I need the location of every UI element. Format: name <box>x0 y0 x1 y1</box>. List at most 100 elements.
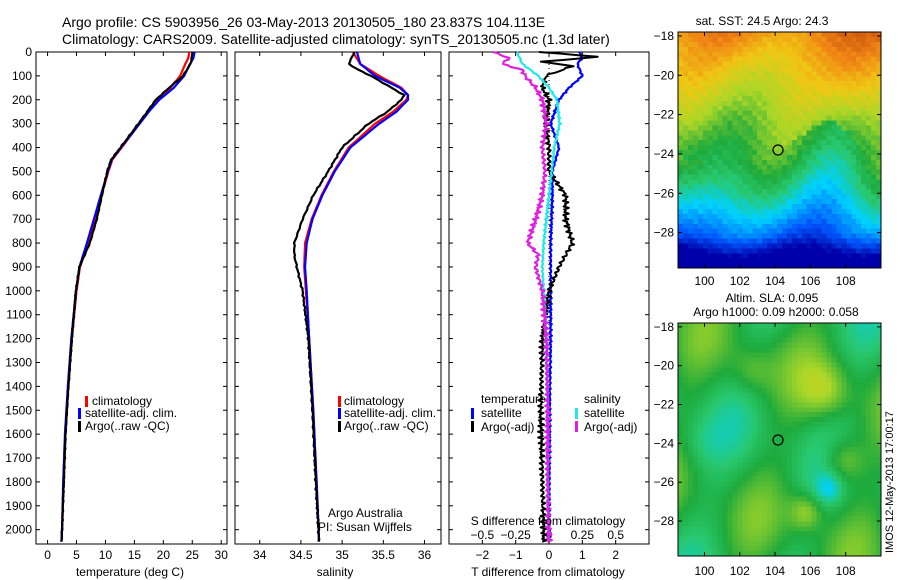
salinity-legend: climatology satellite-adj. clim. Argo(..… <box>338 394 436 433</box>
pressure-tick-label: 100 <box>12 69 32 83</box>
salinity-xlabel: salinity <box>317 565 354 579</box>
legend-title-temperature: temperature <box>481 392 546 406</box>
pi-label: PI: Susan Wijffels <box>318 520 412 534</box>
legend-label-argo: Argo(..raw -QC) <box>85 419 170 433</box>
sla-lat-label: −24 <box>654 436 675 450</box>
legend-swatch-t-argo <box>471 421 474 432</box>
sla-lat-label: −28 <box>654 514 675 528</box>
difference-s-tick-label: −0.25 <box>500 528 531 542</box>
salinity-line-satellite-adj-clim- <box>303 51 410 542</box>
difference-legend-temperature: temperature satellite Argo(-adj) <box>471 392 546 434</box>
legend-label-climatology: climatology <box>92 394 152 408</box>
sla-lat-label: −18 <box>654 320 675 334</box>
legend-label-t-satellite: satellite <box>481 406 522 420</box>
legend-label-argo: Argo(..raw -QC) <box>344 419 429 433</box>
sst-heatmap <box>678 32 881 268</box>
pressure-tick-label: 1700 <box>5 451 32 465</box>
salinity-axes-box <box>234 51 442 545</box>
difference-t-xtick-label: 0 <box>546 548 553 562</box>
sla-profile-marker <box>772 434 784 446</box>
pressure-tick-label: 0 <box>25 45 32 59</box>
difference-line-s-argo-adj- <box>492 50 553 543</box>
temperature-line-climatology <box>60 51 191 542</box>
temperature-xtick-label: 25 <box>186 548 200 562</box>
pressure-tick-label: 200 <box>12 93 32 107</box>
temperature-xtick-label: 10 <box>99 548 113 562</box>
difference-t-xtick-label: 1 <box>579 548 586 562</box>
temperature-xtick-label: 30 <box>215 548 229 562</box>
salinity-panel: 34 34.5 35 35.5 36 salinity climatology sate… <box>234 51 442 579</box>
sst-lat-label: −26 <box>654 186 675 200</box>
temperature-xtick-label: 0 <box>44 548 51 562</box>
legend-label-satellite: satellite-adj. clim. <box>344 406 436 420</box>
pressure-tick-label: 500 <box>12 164 32 178</box>
sla-map-panel: Altim. SLA: 0.095 Argo h1000: 0.09 h2000… <box>654 291 882 578</box>
pressure-tick-label: 300 <box>12 117 32 131</box>
pressure-tick-label: 1600 <box>5 427 32 441</box>
pressure-tick-label: 1400 <box>5 379 32 393</box>
legend-label-climatology: climatology <box>344 394 404 408</box>
sla-lat-label: −26 <box>654 475 675 489</box>
header-line2: Climatology: CARS2009. Satellite-adjuste… <box>62 31 610 47</box>
sla-map-title-line2: Argo h1000: 0.09 h2000: 0.058 <box>693 305 859 319</box>
sst-map-panel: sat. SST: 24.5 Argo: 24.3 −18 −20 −22 −24 −2… <box>654 14 882 288</box>
pressure-tick-label: 700 <box>12 212 32 226</box>
sla-heatmap <box>678 323 881 556</box>
pressure-tick-label: 400 <box>12 141 32 155</box>
pressure-tick-label: 1900 <box>5 499 32 513</box>
sla-map-title-line1: Altim. SLA: 0.095 <box>726 291 819 305</box>
sst-lat-label: −20 <box>654 68 675 82</box>
legend-swatch-satellite <box>78 408 81 419</box>
pressure-tick-label: 1300 <box>5 355 32 369</box>
temperature-axes-box <box>35 51 228 545</box>
legend-swatch-t-satellite <box>471 408 474 419</box>
difference-t-xtick-label: 2 <box>612 548 619 562</box>
difference-t-xtick-label: −2 <box>475 548 489 562</box>
salinity-line-argo <box>292 51 406 543</box>
sla-lat-label: −22 <box>654 398 675 412</box>
legend-title-salinity: salinity <box>584 392 621 406</box>
difference-line-t-satellite <box>546 51 584 543</box>
sla-lon-label: 100 <box>694 564 714 578</box>
legend-swatch-climatology <box>85 396 88 407</box>
difference-s-tick-label: 0.5 <box>607 528 624 542</box>
legend-label-satellite: satellite-adj. clim. <box>85 406 177 420</box>
sst-lon-label: 108 <box>836 274 856 288</box>
temperature-xlabel: temperature (deg C) <box>76 565 184 579</box>
difference-line-s-satellite <box>516 51 562 543</box>
sst-lon-label: 106 <box>800 274 820 288</box>
pressure-tick-label: 1500 <box>5 403 32 417</box>
argo-australia-label: Argo Australia <box>328 506 403 520</box>
temperature-xtick-label: 5 <box>73 548 80 562</box>
pressure-tick-label: 1000 <box>5 284 32 298</box>
difference-panel: −2 −1 0 1 2−0.5 −0.25 0 0.25 0.5 S difference fr… <box>448 50 650 579</box>
sst-lat-label: −28 <box>654 226 675 240</box>
legend-label-t-argo: Argo(-adj) <box>481 420 534 434</box>
sst-lat-label: −18 <box>654 29 675 43</box>
sst-lon-label: 100 <box>694 274 714 288</box>
salinity-xtick-label: 35 <box>335 548 349 562</box>
sla-lon-label: 104 <box>765 564 785 578</box>
sst-lat-label: −24 <box>654 147 675 161</box>
pressure-tick-label: 1200 <box>5 332 32 346</box>
legend-swatch-s-argo <box>575 421 578 432</box>
sla-map-frame <box>677 322 882 557</box>
sst-map-title: sat. SST: 24.5 Argo: 24.3 <box>696 14 829 28</box>
pressure-tick-label: 900 <box>12 260 32 274</box>
legend-swatch-climatology <box>338 396 341 407</box>
difference-t-xtick-label: −1 <box>509 548 523 562</box>
legend-swatch-argo <box>338 421 341 432</box>
temperature-xtick-label: 20 <box>157 548 171 562</box>
header-line1: Argo profile: CS 5903956_26 03-May-2013 … <box>62 14 545 30</box>
difference-line-t-argo-adj- <box>537 51 599 543</box>
sst-lon-label: 102 <box>730 274 750 288</box>
legend-swatch-argo <box>78 421 81 432</box>
salinity-xtick-label: 34 <box>253 548 267 562</box>
temperature-panel: 0100200300400500600700800900100011001200… <box>5 45 228 579</box>
salinity-xtick-label: 36 <box>418 548 432 562</box>
legend-label-s-satellite: satellite <box>584 406 625 420</box>
sst-map-frame <box>677 31 882 269</box>
difference-s-tick-label: 0.25 <box>571 528 595 542</box>
temperature-legend: climatology satellite-adj. clim. Argo(..… <box>78 394 177 433</box>
sst-lat-label: −22 <box>654 108 675 122</box>
